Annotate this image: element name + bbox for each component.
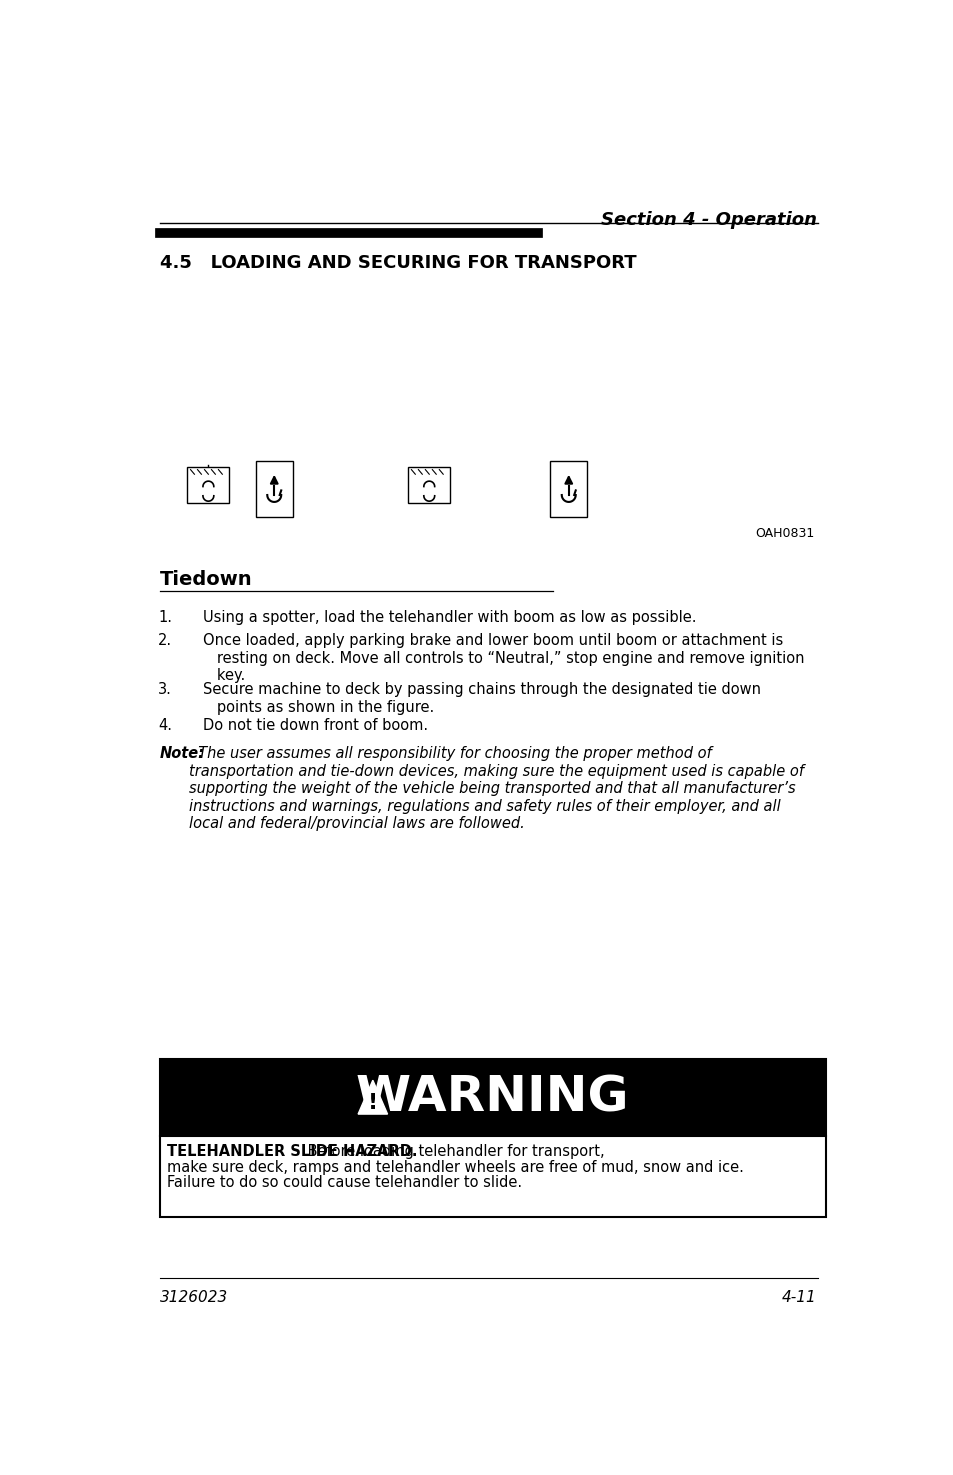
Bar: [255, 462, 293, 516]
Text: Failure to do so could cause telehandler to slide.: Failure to do so could cause telehandler…: [167, 1176, 522, 1190]
Polygon shape: [357, 1080, 387, 1114]
Text: 4.: 4.: [158, 718, 172, 733]
Text: Tiedown: Tiedown: [159, 569, 252, 589]
Text: 4-11: 4-11: [781, 1289, 816, 1305]
Text: 2.: 2.: [157, 633, 172, 648]
Bar: [159, 1059, 825, 1136]
Text: Section 4 - Operation: Section 4 - Operation: [600, 211, 816, 229]
Bar: [408, 466, 450, 503]
Text: Once loaded, apply parking brake and lower boom until boom or attachment is
   r: Once loaded, apply parking brake and low…: [203, 633, 803, 683]
Text: Using a spotter, load the telehandler with boom as low as possible.: Using a spotter, load the telehandler wi…: [203, 609, 696, 625]
Text: TELEHANDLER SLIDE HAZARD.: TELEHANDLER SLIDE HAZARD.: [167, 1145, 417, 1159]
Bar: [159, 1136, 825, 1217]
Text: 1.: 1.: [158, 609, 172, 625]
Text: 4.5   LOADING AND SECURING FOR TRANSPORT: 4.5 LOADING AND SECURING FOR TRANSPORT: [159, 254, 636, 271]
Bar: [187, 466, 229, 503]
Text: OAH0831: OAH0831: [755, 528, 814, 540]
Text: Do not tie down front of boom.: Do not tie down front of boom.: [203, 718, 428, 733]
Text: 3126023: 3126023: [159, 1289, 228, 1305]
Text: WARNING: WARNING: [355, 1074, 628, 1121]
Text: 3.: 3.: [158, 681, 172, 698]
Text: !: !: [368, 1093, 377, 1114]
Text: Secure machine to deck by passing chains through the designated tie down
   poin: Secure machine to deck by passing chains…: [203, 681, 760, 714]
Text: Before loading telehandler for transport,: Before loading telehandler for transport…: [303, 1145, 604, 1159]
Bar: [550, 462, 587, 516]
Text: Note:: Note:: [159, 746, 204, 761]
Text: make sure deck, ramps and telehandler wheels are free of mud, snow and ice.: make sure deck, ramps and telehandler wh…: [167, 1159, 743, 1174]
Text: The user assumes all responsibility for choosing the proper method of
transporta: The user assumes all responsibility for …: [189, 746, 803, 830]
